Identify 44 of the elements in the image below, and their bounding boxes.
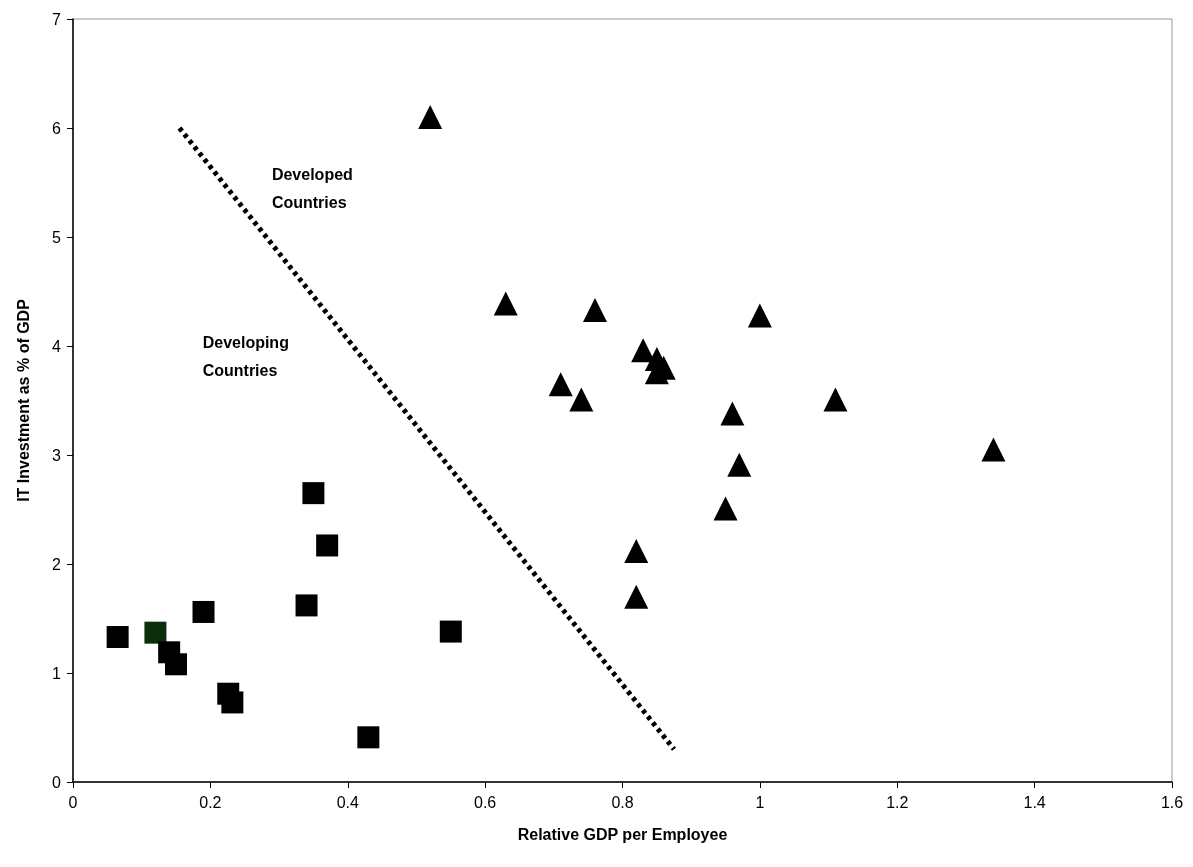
point	[569, 387, 594, 412]
x-tick-label: 1.2	[886, 793, 909, 811]
y-tick-label: 4	[52, 337, 62, 355]
point	[493, 291, 518, 316]
x-tick-label: 0.2	[199, 793, 222, 811]
y-tick-label: 0	[52, 773, 62, 791]
point	[439, 620, 462, 643]
annotation: Developed Countries	[271, 165, 353, 211]
point	[192, 600, 215, 623]
y-tick-label: 1	[52, 664, 62, 682]
point	[727, 452, 752, 477]
y-tick-label: 7	[52, 10, 62, 28]
point	[981, 437, 1006, 462]
y-tick-label: 3	[52, 446, 62, 464]
y-tick-label: 5	[52, 228, 62, 246]
point	[221, 691, 244, 714]
x-tick-label: 0	[68, 793, 78, 811]
x-tick-label: 1	[755, 793, 765, 811]
point	[302, 482, 325, 505]
point	[624, 538, 649, 563]
point	[316, 534, 339, 557]
point	[418, 105, 443, 130]
x-tick-label: 0.4	[336, 793, 359, 811]
point	[144, 621, 167, 644]
x-tick-label: 0.6	[474, 793, 497, 811]
y-tick-label: 2	[52, 555, 62, 573]
x-axis-title: Relative GDP per Employee	[517, 825, 728, 843]
point	[823, 387, 848, 412]
point	[583, 298, 608, 323]
y-tick-label: 6	[52, 119, 62, 137]
annotation: Developing Countries	[202, 333, 289, 379]
point	[720, 401, 745, 426]
point	[106, 626, 129, 649]
point	[713, 496, 738, 521]
x-tick-label: 0.8	[611, 793, 634, 811]
x-tick-label: 1.6	[1160, 793, 1184, 811]
point	[624, 584, 649, 609]
point	[165, 653, 188, 676]
point	[548, 372, 573, 397]
point	[357, 726, 380, 749]
y-axis-title: IT Investment as % of GDP	[14, 298, 32, 502]
point	[747, 303, 772, 328]
point	[295, 594, 318, 617]
x-tick-label: 1.4	[1023, 793, 1046, 811]
